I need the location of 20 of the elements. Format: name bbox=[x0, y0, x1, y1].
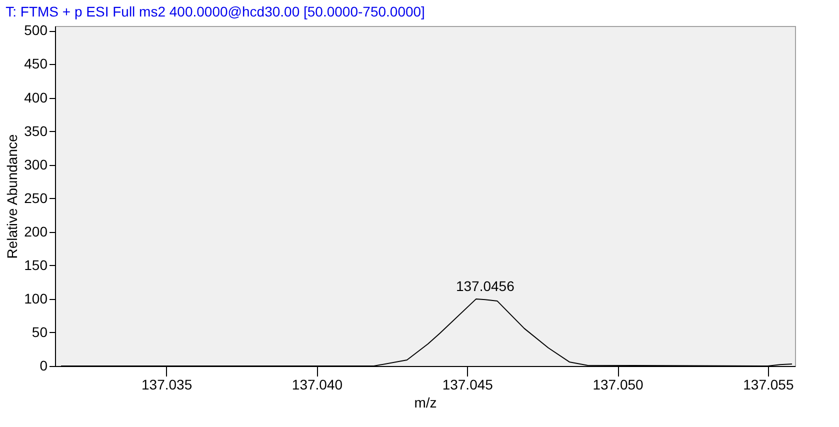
y-tick-label: 250 bbox=[24, 190, 48, 206]
y-tick-label: 500 bbox=[24, 22, 48, 38]
y-tick-label: 450 bbox=[24, 56, 48, 72]
y-tick-label: 100 bbox=[24, 290, 48, 306]
x-tick-label: 137.045 bbox=[442, 376, 494, 392]
x-tick-label: 137.055 bbox=[743, 376, 794, 392]
y-tick-label: 150 bbox=[24, 256, 48, 273]
annotation: 137.0456 bbox=[456, 278, 515, 294]
y-tick-label: 200 bbox=[24, 223, 48, 240]
x-tick-label: 137.050 bbox=[592, 376, 644, 392]
y-tick-label: 350 bbox=[24, 122, 48, 139]
y-axis-title: Relative Abundance bbox=[4, 134, 20, 259]
y-tick-label: 300 bbox=[24, 156, 48, 172]
y-tick-label: 400 bbox=[24, 89, 48, 106]
chart-title: T: FTMS + p ESI Full ms2 400.0000@hcd30.00 [50.0000-750.0000] bbox=[6, 4, 425, 20]
x-axis-title: m/z bbox=[414, 394, 437, 410]
y-tick-label: 0 bbox=[40, 358, 48, 374]
x-tick-label: 137.035 bbox=[141, 376, 192, 392]
x-tick-label: 137.040 bbox=[292, 376, 343, 392]
y-tick-label: 50 bbox=[32, 324, 48, 340]
